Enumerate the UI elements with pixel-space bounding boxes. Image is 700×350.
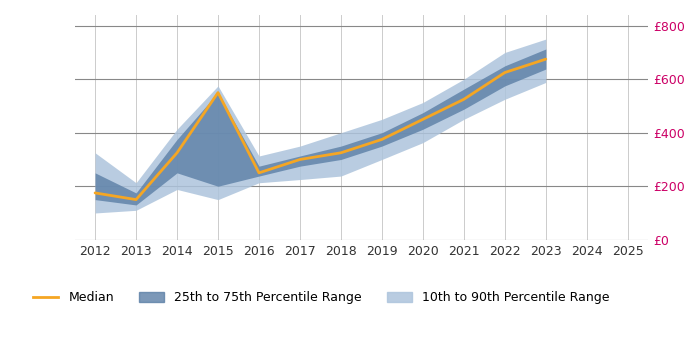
Legend: Median, 25th to 75th Percentile Range, 10th to 90th Percentile Range: Median, 25th to 75th Percentile Range, 1…	[29, 286, 614, 309]
